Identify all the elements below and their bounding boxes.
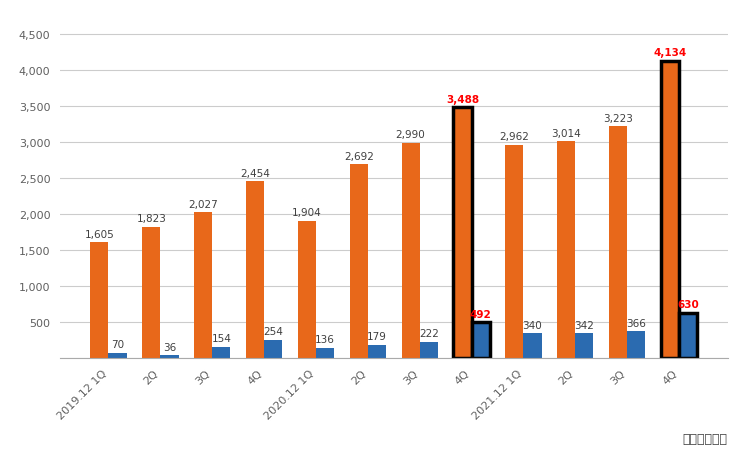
- Bar: [194, 213, 212, 358]
- Text: 36: 36: [163, 342, 176, 352]
- Bar: [627, 332, 645, 358]
- Bar: [506, 146, 524, 358]
- Text: 1,823: 1,823: [136, 214, 166, 224]
- Bar: [212, 347, 230, 358]
- Text: 1,904: 1,904: [292, 208, 322, 218]
- Text: 154: 154: [211, 333, 231, 343]
- Bar: [90, 243, 109, 358]
- Bar: [661, 62, 679, 358]
- Text: 3,488: 3,488: [446, 94, 479, 104]
- Text: 136: 136: [315, 335, 335, 345]
- Bar: [368, 345, 386, 358]
- Bar: [142, 227, 160, 358]
- Text: 2,990: 2,990: [396, 130, 425, 140]
- Bar: [575, 334, 593, 358]
- Text: 3,223: 3,223: [603, 113, 633, 123]
- Text: 単位：百万円: 単位：百万円: [682, 432, 728, 445]
- Bar: [401, 144, 420, 358]
- Bar: [420, 342, 438, 358]
- Text: 3,014: 3,014: [551, 129, 581, 138]
- Bar: [454, 108, 472, 358]
- Bar: [524, 334, 542, 358]
- Bar: [109, 353, 127, 358]
- Text: 254: 254: [263, 326, 283, 336]
- Text: 70: 70: [111, 340, 125, 349]
- Text: 2,692: 2,692: [344, 151, 374, 162]
- Text: 2,454: 2,454: [240, 168, 270, 179]
- Text: 179: 179: [367, 331, 387, 341]
- Bar: [609, 127, 627, 358]
- Bar: [298, 222, 316, 358]
- Bar: [246, 182, 264, 358]
- Text: 222: 222: [419, 329, 439, 339]
- Text: 2,962: 2,962: [500, 132, 530, 142]
- Text: 492: 492: [470, 309, 491, 319]
- Bar: [264, 340, 282, 358]
- Text: 630: 630: [677, 299, 699, 309]
- Bar: [679, 313, 698, 358]
- Bar: [160, 355, 178, 358]
- Text: 340: 340: [523, 320, 542, 330]
- Bar: [557, 142, 575, 358]
- Bar: [472, 323, 490, 358]
- Bar: [350, 165, 368, 358]
- Text: 1,605: 1,605: [85, 230, 114, 239]
- Text: 342: 342: [574, 320, 594, 330]
- Text: 4,134: 4,134: [653, 48, 686, 58]
- Text: 2,027: 2,027: [188, 199, 218, 209]
- Bar: [316, 348, 334, 358]
- Text: 366: 366: [626, 318, 646, 328]
